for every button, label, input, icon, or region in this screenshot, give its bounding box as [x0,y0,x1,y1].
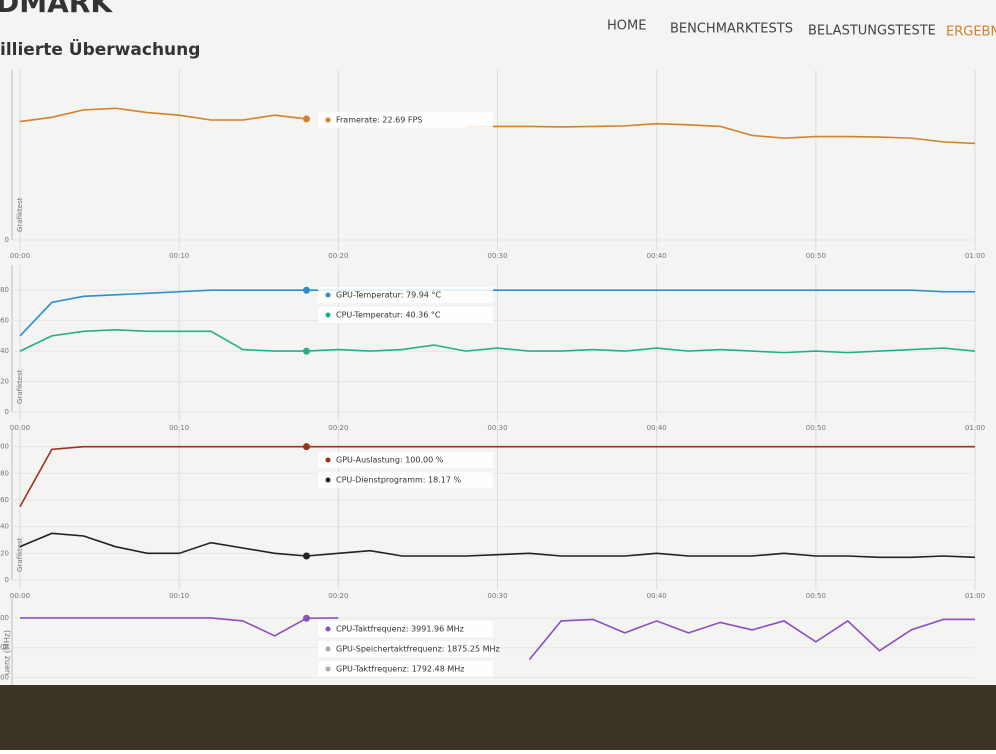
tooltip-dot [325,312,331,318]
y-tick-label: 40 [0,523,9,531]
x-tick-label: 00:40 [647,592,667,600]
data-line [20,617,975,661]
x-tick-label: 00:30 [487,592,507,600]
x-tick-label: 01:00 [965,592,985,600]
data-line [19,328,976,354]
phase-label: Grafiktest [16,197,24,232]
nav-link[interactable]: BELASTUNGSTESTE [808,24,936,39]
tooltip-text: CPU-Dienstprogramm: 18.17 % [336,476,461,485]
tooltip-box [318,307,493,323]
x-tick-label: 00:30 [487,252,507,260]
y-tick-label: 20 [0,378,9,386]
hover-point [303,443,310,451]
nav-link[interactable]: ERGEBN [946,25,996,40]
y-tick-label: 60 [0,496,9,504]
tooltip-text: GPU-Temperatur: 79.94 °C [336,291,442,300]
phase-label: Grafiktest [16,369,24,404]
tooltip-text: GPU-Taktfrequenz: 1792.48 MHz [336,665,464,674]
tooltip-box [318,472,493,488]
x-tick-label: 00:20 [328,424,348,432]
x-tick-label: 00:40 [647,252,667,260]
y-tick-label: 20 [0,549,9,557]
tooltip-dot [325,457,331,463]
y-tick-label: 80 [0,469,9,477]
nav-link[interactable]: HOME [607,19,646,34]
page-title: illierte Überwachung [0,38,200,60]
x-tick-label: 01:00 [965,424,985,432]
y-tick-label: 60 [0,317,9,325]
x-tick-label: 00:20 [328,252,348,260]
tooltip-dot [325,626,331,632]
x-tick-label: 00:20 [328,592,348,600]
x-tick-label: 00:40 [647,424,667,432]
tooltip-box [318,452,493,468]
tooltip-box [318,641,493,657]
data-line [19,532,976,559]
data-line [19,445,975,508]
hover-point [303,347,310,355]
tooltip-box [318,112,493,128]
tooltip-dot [325,666,331,672]
x-tick-label: 00:10 [169,252,189,260]
tooltip-dot [325,292,331,298]
desk [0,685,996,750]
tooltip-box [318,661,493,677]
tooltip-box [318,621,493,637]
y-axis-label: uenz (MHz) [3,630,12,675]
hover-point [303,552,310,560]
y-tick-label: 80 [0,286,9,294]
x-tick-label: 00:00 [10,252,30,260]
data-line [19,107,976,145]
x-tick-label: 00:50 [806,252,826,260]
logo: DMARK [0,0,113,19]
tooltip-text: CPU-Taktfrequenz: 3991.96 MHz [336,625,464,634]
y-tick-label: 0 [5,576,9,584]
y-tick-label: 100 [0,443,9,451]
phase-label: Grafiktest [16,537,24,572]
tooltip-text: GPU-Auslastung: 100.00 % [336,456,444,465]
y-tick-label: 0 [5,408,9,416]
tooltip-dot [325,477,331,483]
x-tick-label: 00:10 [169,424,189,432]
y-tick-label: 40 [0,347,9,355]
nav-link[interactable]: BENCHMARKTESTS [670,22,793,37]
tooltip-dot [325,117,331,123]
hover-point [303,115,310,123]
tooltip-box [318,287,493,303]
hover-point [303,614,310,622]
data-line [19,289,975,337]
x-tick-label: 00:10 [169,592,189,600]
y-tick-label: 0 [5,236,9,244]
tooltip-text: Framerate: 22.69 FPS [336,116,422,125]
x-tick-label: 00:00 [10,592,30,600]
tooltip-text: GPU-Speichertaktfrequenz: 1875.25 MHz [336,645,500,654]
x-tick-label: 00:50 [806,424,826,432]
x-tick-label: 00:30 [487,424,507,432]
hover-point [303,286,310,294]
tooltip-dot [325,646,331,652]
x-tick-label: 01:00 [965,252,985,260]
x-tick-label: 00:00 [10,424,30,432]
tooltip-text: CPU-Temperatur: 40.36 °C [336,311,441,320]
x-tick-label: 00:50 [806,592,826,600]
